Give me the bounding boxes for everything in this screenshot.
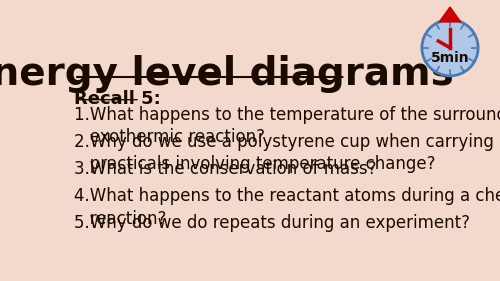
Text: 4.What happens to the reactant atoms during a chemical
   reaction?: 4.What happens to the reactant atoms dur…	[74, 187, 500, 228]
Text: 2.Why do we use a polystyrene cup when carrying out
   practicals involving temp: 2.Why do we use a polystyrene cup when c…	[74, 133, 500, 173]
Bar	[446, 15, 454, 21]
Text: 1.What happens to the temperature of the surroundings in an
   exothermic reacti: 1.What happens to the temperature of the…	[74, 106, 500, 146]
Text: 5.Why do we do repeats during an experiment?: 5.Why do we do repeats during an experim…	[74, 214, 470, 232]
Text: 3.What is the conservation of mass?: 3.What is the conservation of mass?	[74, 160, 376, 178]
Polygon shape	[440, 7, 460, 22]
Text: 5min: 5min	[430, 51, 470, 65]
Text: Recall 5:: Recall 5:	[74, 90, 161, 108]
Circle shape	[422, 20, 478, 76]
Text: Energy level diagrams: Energy level diagrams	[0, 55, 454, 93]
